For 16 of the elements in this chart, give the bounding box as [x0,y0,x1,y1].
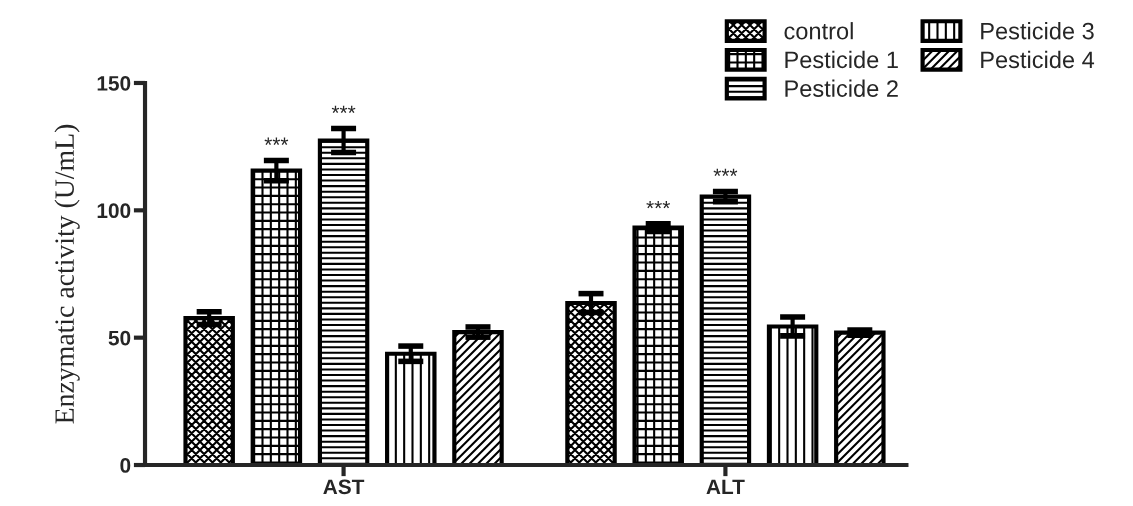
legend-label: Pesticide 1 [785,50,898,69]
y-axis-title: Enzymatic activity (U/mL) [54,124,80,424]
legend-label: control [784,22,853,40]
x-tick-label: AST [323,479,365,495]
data-label: *** [713,168,738,176]
data-label: *** [264,137,289,145]
legend-label: Pesticide 2 [785,79,898,97]
data-label: *** [331,105,356,114]
y-tick-label: 100 [97,203,131,219]
legend-label: Pesticide 3 [981,22,1094,40]
data-label: *** [646,201,671,209]
y-tick-label: 50 [108,330,131,346]
y-tick-label: 0 [120,458,131,473]
y-tick-label: 150 [97,75,131,91]
x-tick-label: ALT [706,479,745,494]
legend-label: Pesticide 4 [981,50,1095,69]
